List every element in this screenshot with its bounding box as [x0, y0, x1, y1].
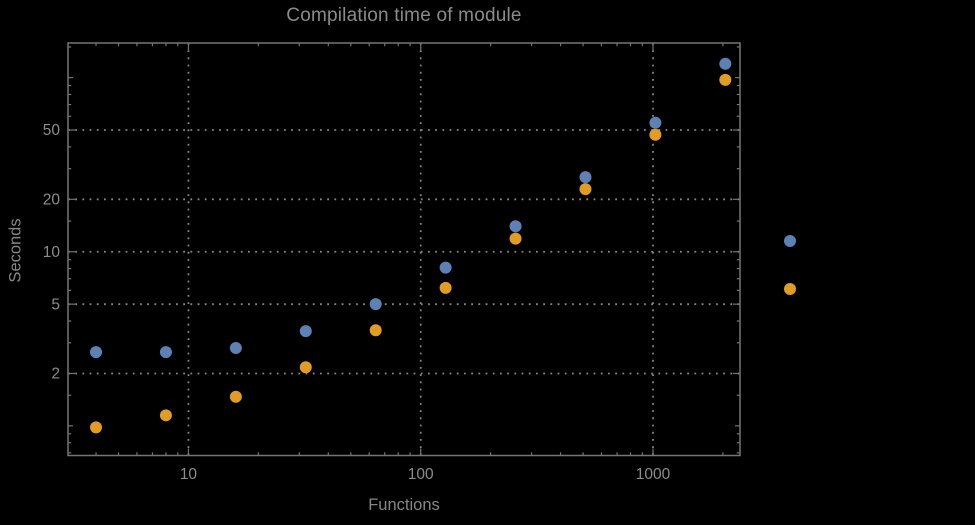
data-point-series-blue [719, 57, 732, 70]
chart-title: Compilation time of module [286, 5, 522, 26]
x-tick-label: 1000 [636, 466, 671, 483]
data-point-series-blue [159, 346, 172, 359]
data-point-series-orange [90, 421, 103, 434]
data-point-series-blue [90, 346, 103, 359]
x-axis-label: Functions [368, 496, 440, 514]
x-tick-label: 100 [408, 466, 434, 483]
data-point-series-orange [439, 281, 452, 294]
y-tick-label: 2 [51, 366, 60, 383]
data-point-series-orange [579, 183, 592, 196]
y-axis-label: Seconds [6, 218, 25, 283]
y-tick-label: 20 [43, 192, 61, 209]
data-point-series-blue [229, 342, 242, 355]
data-point-series-blue [369, 298, 382, 311]
data-point-series-orange [159, 409, 172, 422]
data-point-series-orange [719, 73, 732, 86]
legend-marker-series-blue [784, 235, 796, 247]
y-tick-label: 5 [51, 296, 60, 313]
data-point-series-orange [369, 324, 382, 337]
data-point-series-blue [649, 116, 662, 129]
plot-frame [67, 42, 741, 457]
y-tick-label: 50 [43, 122, 61, 139]
data-point-series-blue [299, 325, 312, 338]
data-point-series-orange [649, 128, 662, 141]
data-point-series-orange [509, 232, 522, 245]
x-tick-label: 10 [180, 466, 198, 483]
data-point-series-blue [579, 171, 592, 184]
data-point-series-orange [299, 361, 312, 374]
data-point-series-orange [229, 390, 242, 403]
data-point-series-blue [509, 220, 522, 233]
data-point-series-blue [439, 261, 452, 274]
legend-marker-series-orange [784, 283, 796, 295]
y-tick-label: 10 [43, 244, 61, 261]
